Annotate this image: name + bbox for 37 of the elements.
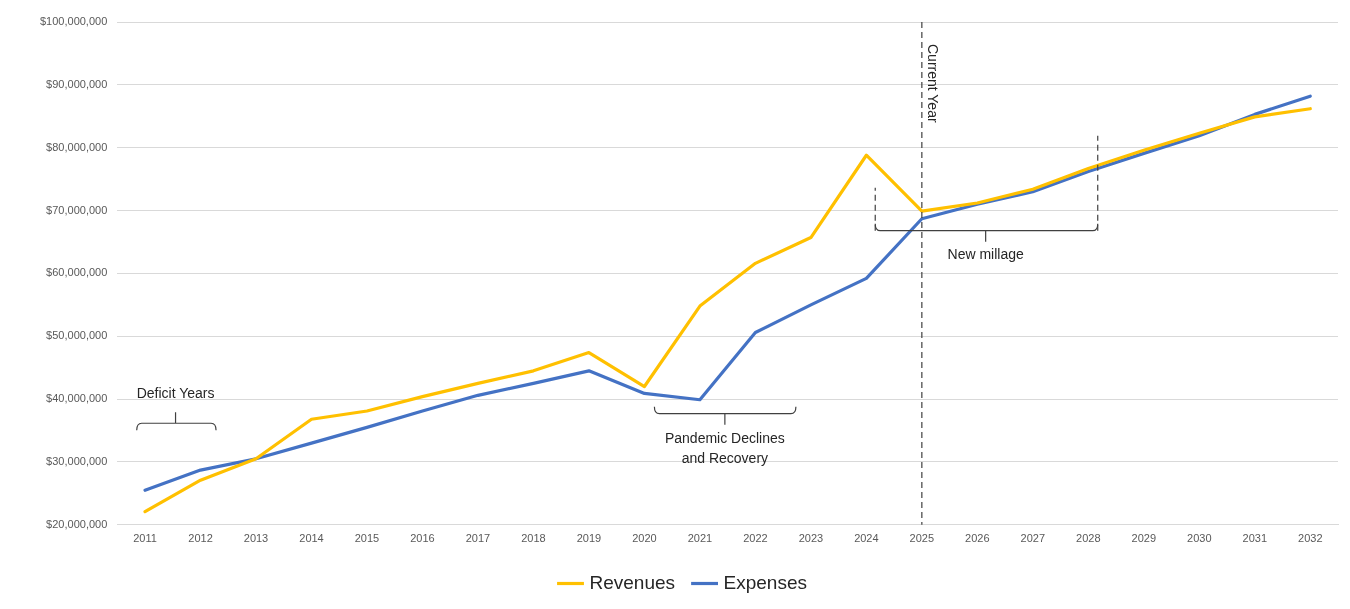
x-tick-label: 2017 xyxy=(465,532,491,545)
y-tick-label: $60,000,000 xyxy=(46,266,108,279)
x-tick-label: 2025 xyxy=(909,532,935,545)
x-tick-label: 2018 xyxy=(521,532,546,545)
x-tick-label: 2020 xyxy=(632,532,657,545)
x-tick-label: 2024 xyxy=(854,532,879,545)
x-tick-label: 2030 xyxy=(1187,532,1212,545)
x-tick-label: 2032 xyxy=(1298,532,1323,545)
x-tick-label: 2027 xyxy=(1020,532,1046,545)
annotation: Deficit Years xyxy=(136,385,215,402)
y-tick-label: $50,000,000 xyxy=(46,329,108,342)
x-tick-label: 2015 xyxy=(354,532,380,545)
legend-label: Revenues xyxy=(589,571,676,593)
annotation: New millage xyxy=(947,245,1024,262)
x-tick-label: 2016 xyxy=(410,532,435,545)
legend-label: Expenses xyxy=(723,571,808,593)
x-tick-label: 2023 xyxy=(798,532,824,545)
y-tick-label: $100,000,000 xyxy=(39,15,108,28)
x-tick-label: 2029 xyxy=(1131,532,1157,545)
ref-line-label: Current Year xyxy=(924,44,941,123)
y-tick-label: $40,000,000 xyxy=(46,392,108,405)
x-tick-label: 2019 xyxy=(576,532,602,545)
x-tick-label: 2013 xyxy=(243,532,269,545)
x-tick-label: 2012 xyxy=(188,532,213,545)
x-tick-label: 2011 xyxy=(133,532,157,545)
x-tick-label: 2028 xyxy=(1076,532,1101,545)
x-tick-label: 2021 xyxy=(687,532,713,545)
y-tick-label: $90,000,000 xyxy=(46,77,108,90)
x-tick-label: 2014 xyxy=(299,532,324,545)
y-tick-label: $70,000,000 xyxy=(46,203,108,216)
y-tick-label: $80,000,000 xyxy=(46,140,108,153)
x-tick-label: 2022 xyxy=(743,532,768,545)
y-tick-label: $20,000,000 xyxy=(46,517,108,530)
x-tick-label: 2031 xyxy=(1242,532,1268,545)
annotation: Pandemic Declines and Recovery xyxy=(664,429,785,466)
x-tick-label: 2026 xyxy=(965,532,990,545)
y-tick-label: $30,000,000 xyxy=(46,454,108,467)
